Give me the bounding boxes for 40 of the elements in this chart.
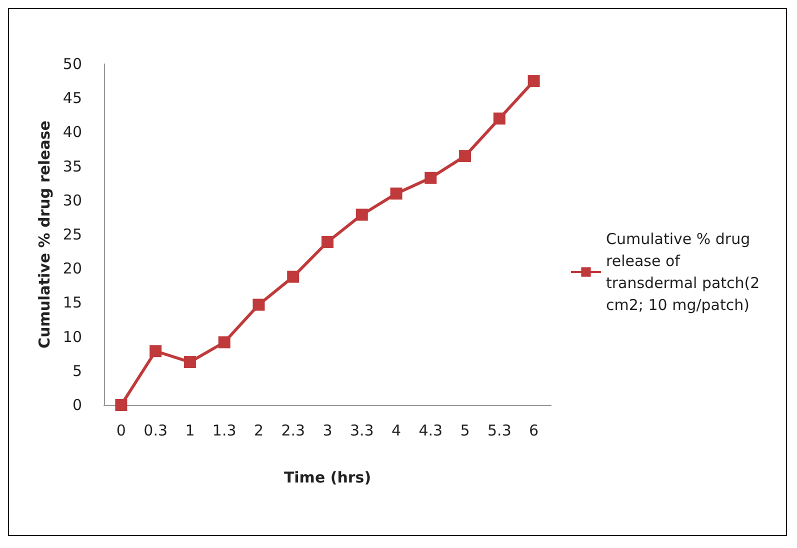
y-tick-label: 30 bbox=[62, 191, 82, 210]
y-axis-title: Cumulative % drug release bbox=[36, 120, 54, 348]
point bbox=[459, 150, 472, 162]
y-tick-label: 40 bbox=[62, 123, 82, 142]
y-tick-label: 35 bbox=[62, 157, 82, 176]
x-tick-label: 2.3 bbox=[281, 422, 306, 440]
point bbox=[356, 208, 368, 221]
y-tick-label: 45 bbox=[62, 89, 82, 108]
y-tick-label: 0 bbox=[72, 396, 82, 414]
y-tick-label: 15 bbox=[62, 294, 82, 312]
point bbox=[493, 112, 506, 125]
point bbox=[150, 345, 162, 358]
x-tick-label: 1.3 bbox=[212, 422, 236, 440]
point bbox=[184, 356, 196, 368]
y-tick-label: 25 bbox=[62, 226, 82, 244]
legend-label: Cumulative % drug release of transdermal patch(2 cm2; 10 mg/patch) bbox=[606, 230, 764, 314]
y-tick-label: 10 bbox=[62, 328, 82, 346]
x-tick-label: 1 bbox=[185, 422, 195, 440]
x-tick-label: 0.3 bbox=[144, 422, 168, 440]
point bbox=[287, 270, 300, 283]
x-tick-label: 4.3 bbox=[418, 422, 443, 440]
x-tick-label: 5 bbox=[460, 422, 470, 440]
y-tick-label: 5 bbox=[72, 362, 82, 380]
x-axis-title: Time (hrs) bbox=[284, 468, 372, 486]
point bbox=[322, 236, 334, 248]
y-tick-label: 20 bbox=[62, 260, 82, 278]
x-tick-label: 6 bbox=[529, 422, 539, 440]
x-tick-label: 2 bbox=[254, 422, 264, 440]
point bbox=[528, 75, 540, 88]
x-tick-label: 4 bbox=[391, 422, 402, 440]
y-tick-label: 50 bbox=[62, 55, 82, 73]
x-tick-label: 0 bbox=[116, 422, 126, 440]
point bbox=[218, 336, 230, 348]
point bbox=[390, 188, 402, 200]
x-tick-label: 3.3 bbox=[350, 422, 374, 440]
x-tick-label: 5.3 bbox=[487, 422, 512, 440]
x-tick-label: 3 bbox=[322, 422, 332, 440]
point bbox=[424, 172, 437, 184]
point bbox=[115, 399, 128, 411]
point bbox=[252, 298, 265, 311]
